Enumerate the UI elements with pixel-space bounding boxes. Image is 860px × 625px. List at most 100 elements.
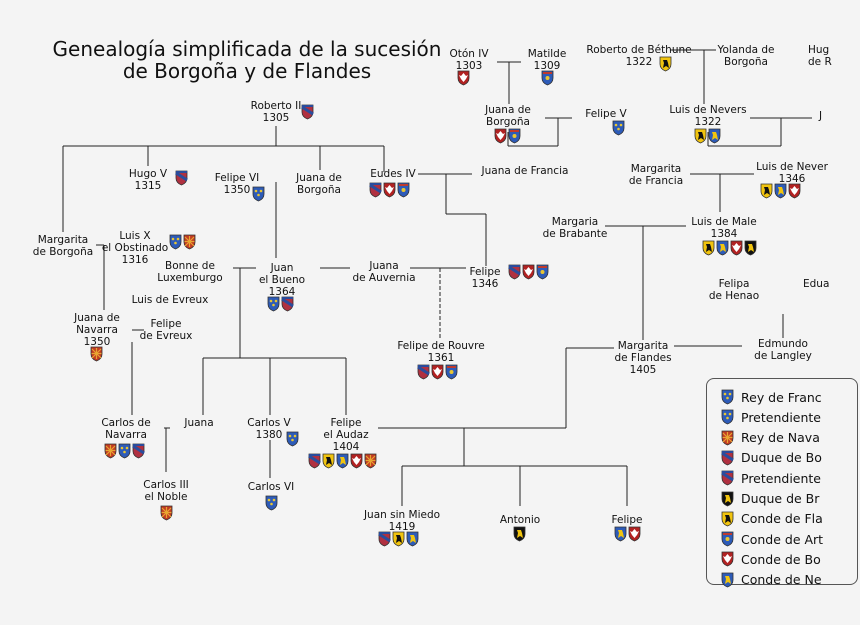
person-juana-borgona-top: Juana de Borgoña bbox=[485, 104, 531, 128]
nevers-shield-icon bbox=[721, 572, 734, 588]
legend-label: Conde de Ne bbox=[741, 572, 822, 588]
coat-of-arms-group bbox=[457, 70, 470, 86]
navarre-shield-icon bbox=[721, 430, 734, 446]
navarre-shield-icon bbox=[364, 453, 377, 469]
coat-of-arms-group bbox=[175, 170, 188, 186]
person-label-line: 1364 bbox=[268, 286, 296, 298]
navarre-shield-icon bbox=[90, 346, 103, 362]
person-label-line: de Francia bbox=[628, 175, 684, 187]
person-juana-auvernia: Juana de Auvernia bbox=[352, 260, 415, 284]
coat-of-arms-group bbox=[104, 443, 145, 459]
france-shield-icon bbox=[267, 296, 280, 312]
diagram-title: Genealogía simplificada de la sucesión d… bbox=[22, 38, 472, 82]
person-yolanda: Yolanda de Borgoña bbox=[717, 44, 774, 68]
person-label-line: Roberto de Béthune bbox=[586, 44, 692, 56]
person-luis-nevers2: Luis de Never 1346 bbox=[756, 161, 828, 185]
burgundy-shield-icon bbox=[308, 453, 321, 469]
legend-item: Pretendiente bbox=[721, 470, 821, 486]
title-line-1: Genealogía simplificada de la sucesión bbox=[52, 37, 442, 61]
person-label-line: Margarita bbox=[630, 163, 682, 175]
person-label-line: 1361 bbox=[427, 352, 455, 364]
person-label-line: 1309 bbox=[533, 60, 561, 72]
person-label-line: de Borgoña bbox=[32, 246, 94, 258]
legend-item: Duque de Bo bbox=[721, 450, 822, 466]
person-label-line: Carlos III bbox=[143, 479, 189, 491]
person-oton: Otón IV 1303 bbox=[449, 48, 488, 72]
burgundy-county-shield-icon bbox=[721, 551, 734, 567]
legend-item: Duque de Br bbox=[721, 491, 819, 507]
france-shield-icon bbox=[612, 120, 625, 136]
person-felipe-1346: Felipe 1346 bbox=[470, 266, 501, 290]
artois-shield-icon bbox=[508, 128, 521, 144]
france-shield-icon bbox=[721, 409, 734, 425]
person-felipa-henao: Felipa de Henao bbox=[709, 278, 759, 302]
burgundy-county-shield-icon bbox=[730, 240, 743, 256]
person-juan-bueno: Juan el Bueno 1364 bbox=[259, 262, 305, 298]
person-roberto-bethune: Roberto de Béthune 1322 bbox=[586, 44, 691, 68]
person-hugo-v: Hugo V 1315 bbox=[129, 168, 167, 192]
person-label-line: Juan bbox=[270, 262, 294, 274]
burgundy-county-shield-icon bbox=[350, 453, 363, 469]
person-label-line: 1322 bbox=[694, 116, 722, 128]
flanders-shield-icon bbox=[322, 453, 335, 469]
coat-of-arms-group bbox=[694, 128, 721, 144]
person-label-line: Felipe bbox=[611, 514, 643, 526]
burgundy-shield-icon bbox=[369, 182, 382, 198]
person-carlos-vi: Carlos VI bbox=[248, 481, 295, 493]
person-label-line: Borgoña bbox=[724, 56, 768, 68]
burgundy-shield-icon bbox=[378, 531, 391, 547]
person-j-cut: J bbox=[819, 110, 822, 122]
legend-item: Rey de Franc bbox=[721, 389, 822, 405]
person-roberto2: Roberto II 1305 bbox=[251, 100, 302, 124]
person-label-line: de Evreux bbox=[139, 330, 193, 342]
person-hug-cut: Hug de R bbox=[808, 44, 832, 68]
burgundy-county-shield-icon bbox=[431, 364, 444, 380]
person-label-line: de Auvernia bbox=[352, 272, 416, 284]
person-margaria-brabante: Margaria de Brabante bbox=[543, 216, 608, 240]
person-label-line: 1384 bbox=[710, 228, 738, 240]
artois-shield-icon bbox=[721, 531, 734, 547]
nevers-shield-icon bbox=[774, 183, 787, 199]
person-juan-sin-miedo: Juan sin Miedo 1419 bbox=[364, 509, 440, 533]
coat-of-arms-group bbox=[612, 120, 625, 136]
person-label-line: de Flandes bbox=[614, 352, 672, 364]
artois-shield-icon bbox=[536, 264, 549, 280]
person-label-line: Yolanda de bbox=[717, 44, 775, 56]
burgundy-county-shield-icon bbox=[457, 70, 470, 86]
coat-of-arms-group bbox=[378, 531, 419, 547]
france-shield-icon bbox=[721, 389, 734, 405]
coat-of-arms-group bbox=[508, 264, 549, 280]
person-label-line: Edmundo bbox=[758, 338, 808, 350]
person-label-line: Luxemburgo bbox=[157, 272, 223, 284]
france-shield-icon bbox=[118, 443, 131, 459]
coat-of-arms-group bbox=[614, 526, 641, 542]
navarre-shield-icon bbox=[160, 505, 173, 521]
person-label-line: Juana de Francia bbox=[481, 165, 569, 177]
person-felipe-v: Felipe V bbox=[585, 108, 626, 120]
legend-label: Duque de Bo bbox=[741, 450, 822, 466]
flanders-shield-icon bbox=[721, 511, 734, 527]
brabant-shield-icon bbox=[721, 491, 734, 507]
burgundy-shield-icon bbox=[281, 296, 294, 312]
coat-of-arms-group bbox=[90, 346, 103, 362]
person-label-line: Felipe bbox=[469, 266, 501, 278]
person-label-line: Eudes IV bbox=[370, 168, 416, 180]
person-label-line: Roberto II bbox=[250, 100, 302, 112]
person-label-line: Luis de Never bbox=[756, 161, 828, 173]
burgundy-county-shield-icon bbox=[788, 183, 801, 199]
coat-of-arms-group bbox=[286, 431, 299, 447]
person-label-line: 1346 bbox=[471, 278, 499, 290]
person-felipe-audaz: Felipe el Audaz 1404 bbox=[323, 417, 368, 453]
person-label-line: Juan sin Miedo bbox=[363, 509, 441, 521]
coat-of-arms-group bbox=[702, 240, 757, 256]
person-label-line: de R bbox=[808, 56, 832, 68]
person-label-line: 1303 bbox=[455, 60, 483, 72]
burgundy-shield-icon bbox=[132, 443, 145, 459]
person-label-line: Luis X bbox=[119, 230, 151, 242]
person-label-line: Carlos V bbox=[247, 417, 291, 429]
burgundy-county-shield-icon bbox=[383, 182, 396, 198]
artois-shield-icon bbox=[541, 70, 554, 86]
legend-item: Pretendiente bbox=[721, 409, 821, 425]
